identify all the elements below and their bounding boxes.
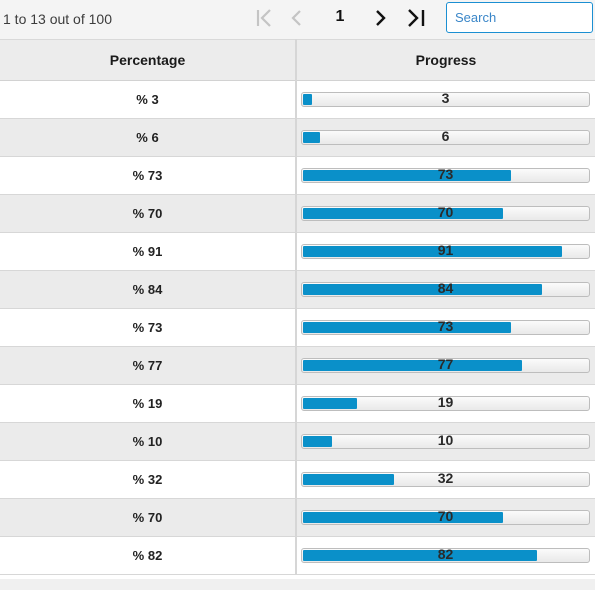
table-row[interactable]: % 73 73 — [0, 156, 595, 195]
progress-cell: 70 — [296, 498, 595, 537]
percentage-cell: % 91 — [0, 232, 297, 271]
progress-bar-label: 73 — [437, 166, 454, 182]
progress-bar-fill — [303, 398, 358, 409]
previous-page-button[interactable] — [285, 6, 309, 30]
grid-footer — [0, 579, 595, 590]
table-row[interactable]: % 84 84 — [0, 270, 595, 309]
progress-bar-fill — [303, 474, 395, 485]
table-row[interactable]: % 91 91 — [0, 232, 595, 271]
progress-bar: 84 — [301, 280, 590, 297]
header-row: Percentage Progress — [0, 39, 595, 81]
progress-bar: 3 — [301, 90, 590, 107]
progress-cell: 91 — [296, 232, 595, 271]
range-text: 1 to 13 out of 100 — [3, 11, 112, 27]
percentage-cell: % 10 — [0, 422, 297, 461]
progress-bar-fill — [303, 360, 523, 371]
progress-bar-label: 70 — [437, 508, 454, 524]
progress-bar-label: 70 — [437, 204, 454, 220]
progress-cell: 3 — [296, 80, 595, 119]
progress-cell: 73 — [296, 156, 595, 195]
progress-bar-fill — [303, 322, 512, 333]
column-header-progress[interactable]: Progress — [296, 39, 595, 81]
progress-bar: 73 — [301, 166, 590, 183]
progress-bar-fill — [303, 512, 503, 523]
progress-cell: 82 — [296, 536, 595, 575]
progress-bar: 19 — [301, 394, 590, 411]
progress-bar-fill — [303, 550, 537, 561]
last-page-button[interactable] — [405, 6, 429, 30]
progress-bar-label: 77 — [437, 356, 454, 372]
table-row[interactable]: % 77 77 — [0, 346, 595, 385]
progress-bar-label: 19 — [437, 394, 454, 410]
percentage-cell: % 70 — [0, 498, 297, 537]
next-page-icon — [376, 10, 386, 26]
percentage-cell: % 77 — [0, 346, 297, 385]
progress-bar-label: 32 — [437, 470, 454, 486]
progress-bar: 91 — [301, 242, 590, 259]
table-row[interactable]: % 82 82 — [0, 536, 595, 575]
progress-bar: 70 — [301, 508, 590, 525]
progress-cell: 32 — [296, 460, 595, 499]
percentage-cell: % 73 — [0, 156, 297, 195]
table-row[interactable]: % 73 73 — [0, 308, 595, 347]
progress-bar-label: 73 — [437, 318, 454, 334]
progress-bar: 6 — [301, 128, 590, 145]
percentage-cell: % 70 — [0, 194, 297, 233]
table-row[interactable]: % 3 3 — [0, 80, 595, 119]
progress-bar-label: 10 — [437, 432, 454, 448]
next-page-button[interactable] — [369, 6, 393, 30]
percentage-cell: % 19 — [0, 384, 297, 423]
first-page-button[interactable] — [253, 6, 277, 30]
progress-bar-label: 3 — [441, 90, 450, 106]
percentage-cell: % 6 — [0, 118, 297, 157]
current-page-number[interactable]: 1 — [335, 8, 345, 25]
progress-bar-fill — [303, 132, 321, 143]
table-row[interactable]: % 19 19 — [0, 384, 595, 423]
progress-bar-fill — [303, 208, 503, 219]
percentage-cell: % 73 — [0, 308, 297, 347]
table-row[interactable]: % 32 32 — [0, 460, 595, 499]
column-header-percentage[interactable]: Percentage — [0, 39, 297, 81]
percentage-cell: % 3 — [0, 80, 297, 119]
table-row[interactable]: % 70 70 — [0, 498, 595, 537]
progress-bar-fill — [303, 94, 312, 105]
progress-cell: 84 — [296, 270, 595, 309]
first-page-icon — [256, 9, 271, 27]
progress-bar: 77 — [301, 356, 590, 373]
progress-cell: 77 — [296, 346, 595, 385]
progress-bar-label: 6 — [441, 128, 450, 144]
grid-body: % 3 3% 6 6% 73 73% 70 70% 91 91% 84 84% 73 73% … — [0, 80, 595, 575]
progress-bar: 32 — [301, 470, 590, 487]
last-page-icon — [408, 9, 425, 27]
progress-bar: 70 — [301, 204, 590, 221]
progress-bar: 10 — [301, 432, 590, 449]
search-input[interactable] — [446, 2, 593, 33]
progress-bar-fill — [303, 246, 563, 257]
percentage-cell: % 82 — [0, 536, 297, 575]
progress-bar-fill — [303, 436, 332, 447]
table-row[interactable]: % 10 10 — [0, 422, 595, 461]
previous-page-icon — [291, 10, 301, 26]
progress-cell: 19 — [296, 384, 595, 423]
data-grid: Percentage Progress % 3 3 % 6 6 % 73 73 % 70 70… — [0, 39, 595, 575]
progress-bar: 82 — [301, 546, 590, 563]
progress-bar-label: 82 — [437, 546, 454, 562]
progress-bar-fill — [303, 170, 512, 181]
percentage-cell: % 32 — [0, 460, 297, 499]
progress-bar-fill — [303, 284, 543, 295]
progress-bar-label: 84 — [437, 280, 454, 296]
progress-bar-label: 91 — [437, 242, 454, 258]
progress-bar: 73 — [301, 318, 590, 335]
progress-cell: 10 — [296, 422, 595, 461]
table-row[interactable]: % 70 70 — [0, 194, 595, 233]
progress-cell: 73 — [296, 308, 595, 347]
percentage-cell: % 84 — [0, 270, 297, 309]
pager-toolbar: 1 to 13 out of 100 1 — [0, 0, 595, 39]
table-row[interactable]: % 6 6 — [0, 118, 595, 157]
progress-cell: 6 — [296, 118, 595, 157]
progress-cell: 70 — [296, 194, 595, 233]
